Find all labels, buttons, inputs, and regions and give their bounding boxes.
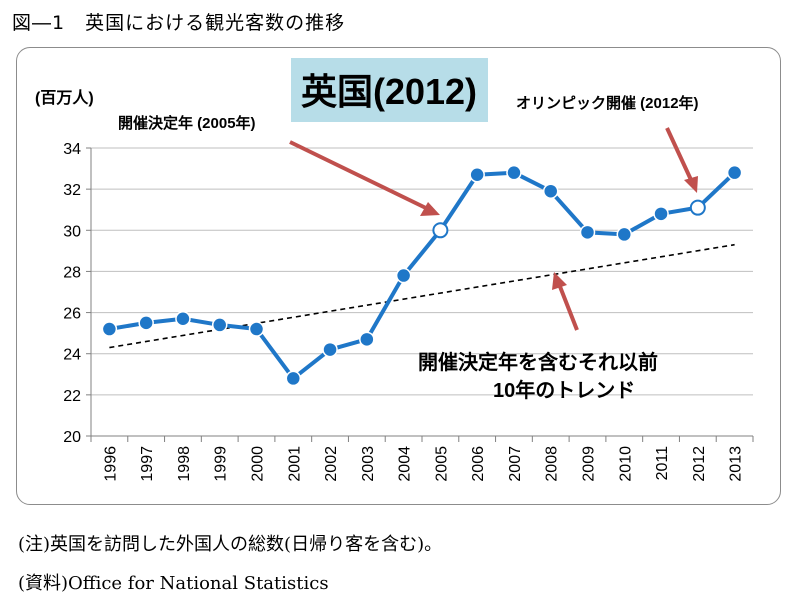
ytick-label-30: 30 bbox=[63, 223, 81, 240]
data-point-2010 bbox=[616, 226, 633, 243]
arrow-olympics bbox=[665, 127, 694, 183]
xtick-label-2009: 2009 bbox=[581, 446, 598, 482]
xtick-label-2005: 2005 bbox=[433, 446, 450, 482]
annotation-trend-line2: 10年のトレンド bbox=[493, 378, 635, 402]
xtick-label-2012: 2012 bbox=[691, 446, 708, 482]
footnote-source: (資料)Office for National Statistics bbox=[18, 573, 329, 594]
ytick-label-26: 26 bbox=[63, 306, 81, 323]
trend-layer bbox=[109, 243, 735, 349]
data-point-2005 bbox=[432, 222, 449, 239]
chart-title: 英国(2012) bbox=[301, 71, 477, 112]
data-point-1998 bbox=[175, 310, 191, 327]
data-point-2000 bbox=[248, 321, 265, 337]
xtick-label-1996: 1996 bbox=[102, 446, 119, 482]
xtick-label-1997: 1997 bbox=[139, 446, 156, 482]
xtick-label-2004: 2004 bbox=[397, 446, 414, 482]
data-point-2008 bbox=[542, 183, 559, 199]
arrowhead-decision-year bbox=[420, 202, 440, 216]
data-point-2011 bbox=[653, 206, 669, 222]
ytick-label-28: 28 bbox=[63, 264, 81, 281]
tick-layer: 20 22 24 26 28 30 32 34 1996 1997 1998 1999 2000 2001… bbox=[63, 141, 744, 482]
data-point-1996 bbox=[101, 321, 118, 337]
series-layer bbox=[109, 170, 736, 381]
ytick-label-34: 34 bbox=[63, 141, 81, 158]
chart-title-box bbox=[291, 58, 488, 122]
data-point-1999 bbox=[211, 317, 228, 333]
ytick-label-22: 22 bbox=[63, 388, 81, 405]
xtick-label-2001: 2001 bbox=[286, 446, 303, 482]
data-point-2003 bbox=[359, 331, 375, 348]
xtick-label-2011: 2011 bbox=[654, 446, 671, 481]
data-point-2002 bbox=[322, 341, 338, 358]
arrowhead-olympics bbox=[684, 176, 698, 193]
ytick-label-24: 24 bbox=[63, 347, 81, 364]
ytick-label-20: 20 bbox=[63, 429, 81, 446]
arrowhead-trend bbox=[552, 272, 567, 290]
xtick-label-2008: 2008 bbox=[544, 446, 561, 482]
annotation-olympics: オリンピック開催 (2012年) bbox=[516, 94, 699, 112]
data-point-2006 bbox=[469, 166, 485, 183]
annotation-decision-year: 開催決定年 (2005年) bbox=[118, 114, 256, 132]
xtick-label-1999: 1999 bbox=[213, 446, 230, 482]
xtick-label-2006: 2006 bbox=[470, 446, 487, 482]
series-line-0 bbox=[109, 170, 736, 381]
marker-layer bbox=[101, 164, 743, 387]
arrow-decision-year bbox=[289, 140, 431, 212]
data-point-2007 bbox=[506, 164, 522, 181]
xtick-label-2000: 2000 bbox=[250, 446, 267, 482]
y-axis-label: (百万人) bbox=[35, 89, 94, 107]
figure-title: 図―1 英国における観光客数の推移 bbox=[12, 12, 346, 34]
annotation-arrows bbox=[289, 127, 698, 331]
data-point-1997 bbox=[138, 315, 154, 331]
data-point-2013 bbox=[726, 164, 743, 181]
xtick-label-1998: 1998 bbox=[176, 446, 193, 482]
ytick-label-32: 32 bbox=[63, 182, 81, 199]
axis-layer bbox=[86, 147, 754, 442]
data-point-2004 bbox=[395, 267, 412, 284]
trend-line bbox=[109, 243, 735, 349]
annotation-trend-line1: 開催決定年を含むそれ以前 bbox=[418, 350, 658, 374]
xtick-label-2002: 2002 bbox=[323, 446, 340, 482]
data-point-2009 bbox=[579, 224, 596, 241]
xtick-label-2013: 2013 bbox=[728, 446, 745, 482]
data-point-2001 bbox=[285, 370, 302, 387]
grid-layer bbox=[91, 147, 753, 396]
arrow-trend bbox=[557, 283, 579, 331]
xtick-label-2010: 2010 bbox=[617, 446, 634, 482]
xtick-label-2003: 2003 bbox=[360, 446, 377, 482]
xtick-label-2007: 2007 bbox=[507, 446, 524, 482]
data-point-2012 bbox=[689, 199, 706, 216]
footnote-note: (注)英国を訪問した外国人の総数(日帰り客を含む)。 bbox=[18, 534, 443, 555]
